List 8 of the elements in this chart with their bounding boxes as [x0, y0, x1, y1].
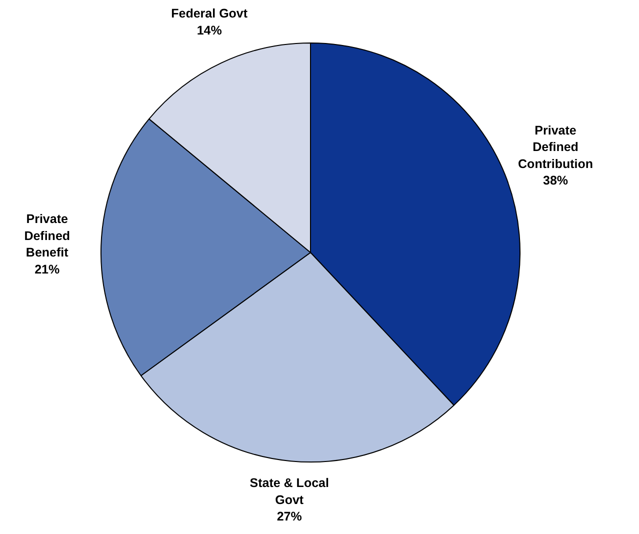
data-label: 38%	[543, 174, 568, 188]
slice-label: Private Defined Benefit	[24, 212, 70, 260]
data-label: 14%	[196, 24, 222, 38]
slice-label: Private Defined Contribution	[518, 123, 594, 171]
slice-label: State & Local Govt	[250, 476, 329, 507]
data-label: 27%	[276, 510, 302, 524]
data-label: 21%	[34, 262, 60, 276]
slice-label: Federal Govt	[171, 6, 248, 21]
